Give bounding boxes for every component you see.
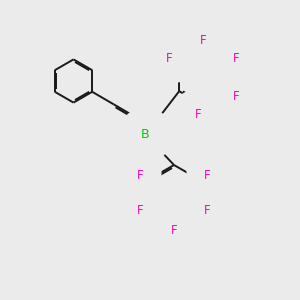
Text: F: F [194,108,201,121]
Text: F: F [137,203,144,217]
Text: F: F [204,203,211,217]
Text: F: F [166,52,173,65]
Text: F: F [204,169,211,182]
Text: F: F [200,34,206,47]
Text: F: F [233,89,239,103]
Text: F: F [171,224,177,237]
Text: F: F [233,52,240,65]
Text: F: F [137,169,144,182]
Text: B: B [141,128,150,142]
